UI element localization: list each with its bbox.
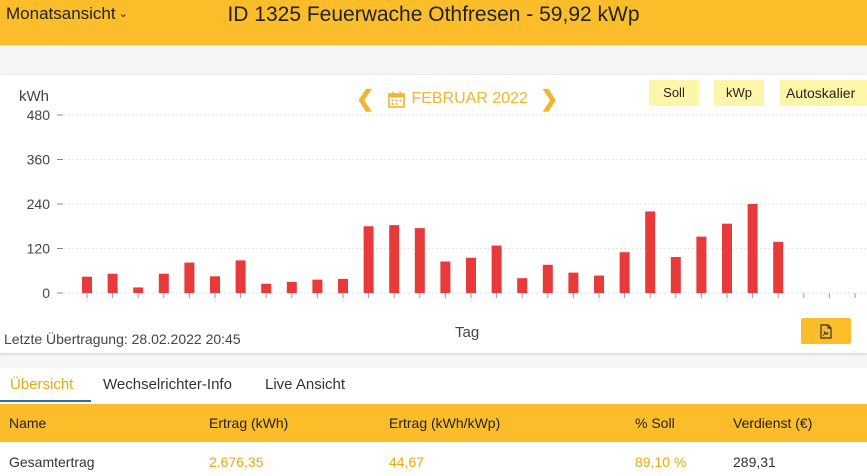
tab-bar: Übersicht Wechselrichter-Info Live Ansic…: [0, 368, 867, 404]
bar: [542, 264, 553, 293]
bar: [670, 257, 681, 293]
bar: [235, 260, 246, 293]
bar: [466, 257, 476, 293]
bar: [184, 262, 195, 293]
column-header-target-percent: % Soll: [635, 415, 675, 431]
cell-target-percent: 89,10 %: [635, 454, 687, 470]
bar: [414, 228, 425, 293]
bar: [312, 279, 323, 293]
bar: [363, 226, 374, 293]
period-label: FEBRUAR 2022: [411, 90, 528, 107]
table-row: Gesamtertrag 2.676,35 44,67 89,10 % 289,…: [0, 442, 867, 476]
cell-yield-per-kwp: 44,67: [389, 454, 425, 470]
page-title: ID 1325 Feuerwache Othfresen - 59,92 kWp: [227, 3, 640, 26]
bar: [286, 281, 297, 293]
bar: [338, 278, 348, 293]
next-month-icon[interactable]: ❯: [539, 86, 559, 111]
soll-button[interactable]: Soll: [649, 80, 699, 106]
export-pdf-button[interactable]: [801, 318, 851, 344]
last-transfer-text: Letzte Übertragung: 28.02.2022 20:45: [4, 331, 241, 347]
chevron-down-icon: ⌄: [118, 8, 128, 20]
calendar-icon[interactable]: [388, 91, 406, 108]
y-tick-label: 480: [27, 107, 51, 123]
bar: [261, 283, 272, 293]
prev-month-icon[interactable]: ❮: [356, 86, 375, 111]
daily-yield-chart: 0120240360480123456789101112131415161718…: [27, 107, 867, 301]
view-mode-label: Monatsansicht: [6, 4, 116, 23]
bar: [389, 225, 400, 293]
column-header-yield-per-kwp: Ertrag (kWh/kWp): [389, 415, 501, 431]
tab-overview[interactable]: Übersicht: [10, 376, 74, 393]
bar: [568, 272, 579, 293]
tab-inverter-info[interactable]: Wechselrichter-Info: [103, 376, 232, 393]
bar: [133, 287, 144, 293]
top-bar: Monatsansicht ⌄ ID 1325 Feuerwache Othfre…: [0, 0, 867, 45]
chart-card: [0, 75, 867, 353]
bar: [107, 273, 118, 293]
table-header: Name Ertrag (kWh) Ertrag (kWh/kWp) % Sol…: [0, 404, 867, 442]
x-axis-title: Tag: [455, 324, 480, 341]
column-header-earnings: Verdienst (€): [733, 415, 813, 431]
bar: [747, 204, 758, 293]
cell-earnings: 289,31: [733, 454, 776, 470]
bar: [491, 245, 502, 293]
cell-yield: 2.676,35: [209, 454, 264, 470]
period-navigator: ❮ FEBRUAR 2022 ❯: [356, 86, 559, 111]
bar: [82, 276, 92, 293]
bar: [210, 276, 220, 293]
column-header-name: Name: [9, 415, 47, 431]
bar: [722, 223, 732, 293]
cell-name: Gesamtertrag: [9, 454, 95, 470]
y-tick-label: 120: [27, 241, 51, 257]
bar: [696, 236, 707, 293]
view-mode-dropdown[interactable]: Monatsansicht ⌄: [6, 4, 128, 24]
pdf-icon: [820, 323, 832, 339]
y-tick-label: 360: [27, 152, 51, 168]
bar: [619, 252, 630, 293]
y-tick-label: 0: [42, 285, 50, 301]
tab-live-view[interactable]: Live Ansicht: [265, 376, 346, 393]
active-tab-indicator: [0, 400, 91, 402]
bar: [158, 273, 169, 293]
autoscale-button[interactable]: Autoskalier: [780, 80, 867, 106]
y-axis-unit: kWh: [19, 88, 49, 105]
kwp-button[interactable]: kWp: [714, 80, 764, 106]
bar: [517, 278, 528, 293]
bar: [645, 211, 656, 293]
y-tick-label: 240: [27, 196, 51, 212]
bar: [594, 275, 604, 293]
column-header-yield: Ertrag (kWh): [209, 415, 289, 431]
bar: [440, 261, 451, 293]
bar: [773, 241, 784, 293]
